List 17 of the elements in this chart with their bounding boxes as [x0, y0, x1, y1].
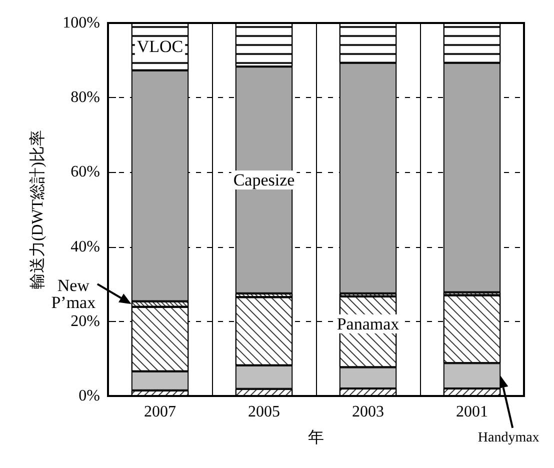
y-tick-label: 80%: [70, 89, 100, 106]
y-tick-label: 0%: [78, 388, 100, 404]
x-axis-title: 年: [308, 430, 324, 446]
series-label: Panamax: [336, 314, 400, 334]
x-tick-label: 2005: [248, 404, 280, 420]
series-label: Capesize: [233, 170, 295, 190]
legend-label: New P’max: [51, 276, 96, 312]
x-tick-label: 2003: [352, 404, 384, 420]
y-tick-label: 60%: [70, 164, 100, 181]
y-axis-title: 輸送力(DWT総計)比率: [28, 130, 46, 290]
y-tick-label: 40%: [70, 238, 100, 256]
text: Handymax: [478, 430, 540, 446]
x-tick-label: 2007: [144, 404, 176, 420]
x-tick-label: 2001: [456, 404, 488, 420]
series-label: VLOC: [136, 37, 184, 56]
y-tick-label: 20%: [70, 312, 100, 330]
y-tick-label: 100%: [62, 14, 100, 32]
